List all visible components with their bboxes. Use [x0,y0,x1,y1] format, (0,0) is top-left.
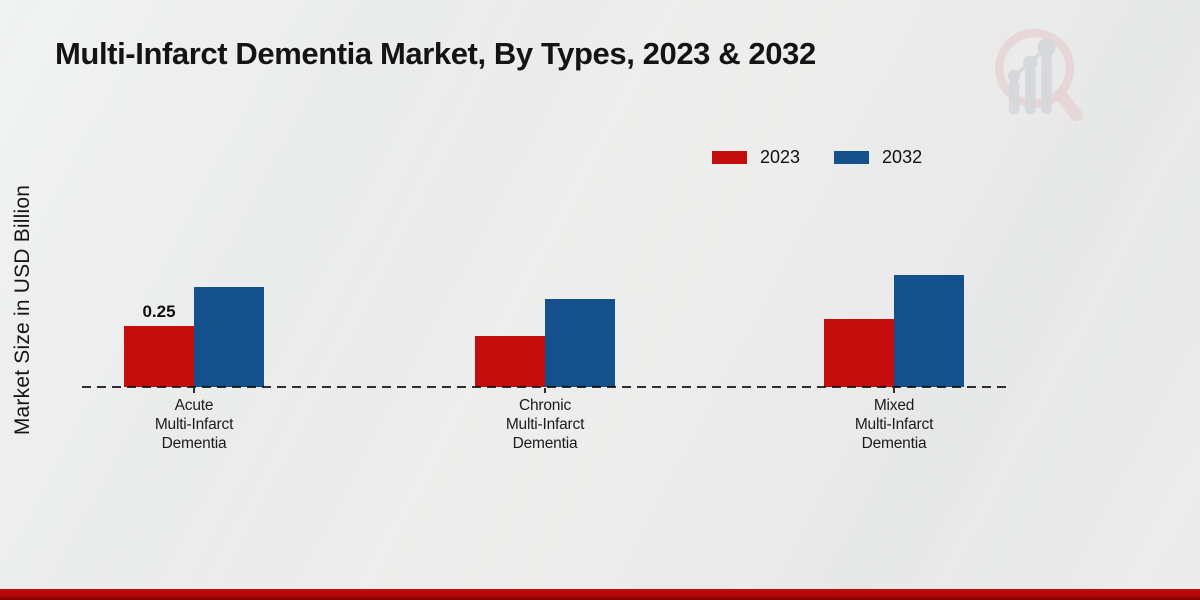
bar-2032-category-2 [894,275,964,387]
footer-accent-band [0,589,1200,600]
x-axis-tick [893,388,895,393]
legend-item-2023: 2023 [712,147,800,168]
market-research-future-logo-icon [995,28,1083,122]
x-axis-baseline [82,386,1008,388]
category-label: Acute Multi-Infarct Dementia [154,397,234,452]
x-axis-tick [193,388,195,393]
bar-2032-category-1 [545,299,615,387]
legend-item-2032: 2032 [834,147,922,168]
legend-label-2023: 2023 [760,147,801,167]
legend-swatch-2032-icon [834,151,870,164]
bar-2023-category-1 [475,336,545,387]
chart-title: Multi-Infarct Dementia Market, By Types,… [55,36,816,71]
bar-2023-category-2 [824,319,894,387]
category-label: Chronic Multi-Infarct Dementia [505,397,585,452]
bar-value-label: 0.25 [142,302,176,321]
legend: 2023 2032 [712,147,922,168]
legend-label-2032: 2032 [882,147,923,167]
bar-2023-category-0 [124,326,194,387]
category-label: Mixed Multi-Infarct Dementia [854,397,934,452]
x-axis-tick [544,388,546,393]
legend-swatch-2023-icon [712,151,747,164]
bar-2032-category-0 [194,287,264,387]
